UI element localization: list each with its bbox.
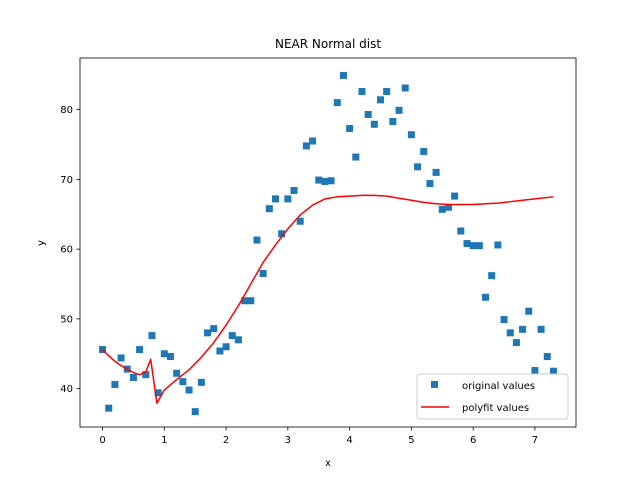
data-point-original-21 (228, 332, 236, 340)
x-tick-label-3: 3 (285, 435, 291, 446)
data-point-original-22 (234, 336, 242, 344)
data-point-original-61 (475, 242, 483, 250)
data-point-original-50 (407, 131, 415, 139)
data-point-original-59 (463, 240, 471, 248)
data-point-original-68 (519, 325, 527, 333)
data-point-original-39 (339, 71, 347, 79)
data-point-original-66 (506, 329, 514, 337)
data-point-original-2 (111, 380, 119, 388)
data-point-original-33 (302, 142, 310, 150)
data-point-original-5 (129, 373, 137, 381)
data-point-original-57 (451, 192, 459, 200)
x-tick-label-5: 5 (408, 435, 414, 446)
data-point-original-19 (216, 347, 224, 355)
data-point-original-53 (426, 180, 434, 188)
data-point-original-60 (469, 242, 477, 250)
data-point-original-67 (512, 339, 520, 347)
data-point-original-18 (210, 325, 218, 333)
data-point-original-20 (222, 343, 230, 351)
data-point-original-47 (389, 117, 397, 125)
data-point-original-9 (154, 389, 162, 397)
data-point-original-71 (537, 325, 545, 333)
data-point-original-17 (204, 329, 212, 337)
x-tick-label-0: 0 (99, 435, 105, 446)
plot-area (79, 57, 577, 428)
data-point-original-30 (284, 195, 292, 203)
data-point-original-51 (414, 163, 422, 171)
y-axis: 40 50 60 70 80 (60, 105, 80, 395)
data-point-original-1 (105, 404, 113, 412)
data-point-original-49 (401, 84, 409, 92)
data-point-original-44 (370, 120, 378, 128)
data-point-original-55 (438, 205, 446, 213)
data-point-original-32 (296, 217, 304, 225)
data-point-original-10 (160, 350, 168, 358)
data-point-original-34 (309, 137, 317, 145)
axes-frame (79, 57, 577, 428)
y-tick-label-60: 60 (60, 245, 73, 256)
data-point-original-35 (315, 176, 323, 184)
data-point-original-56 (444, 203, 452, 211)
legend: original values polyfit values (416, 373, 569, 420)
data-point-original-58 (457, 227, 465, 235)
data-point-original-26 (259, 270, 267, 278)
data-point-original-15 (191, 408, 199, 416)
x-tick-label-6: 6 (470, 435, 476, 446)
data-point-original-16 (197, 378, 205, 386)
y-tick-label-70: 70 (60, 175, 73, 186)
data-point-original-69 (525, 307, 533, 315)
data-point-original-25 (253, 236, 261, 244)
data-point-original-37 (327, 177, 335, 185)
data-point-original-23 (241, 297, 249, 305)
data-point-original-73 (549, 367, 557, 375)
x-axis: 0 1 2 3 4 5 6 7 (99, 427, 538, 446)
y-axis-label: y (36, 240, 47, 246)
x-axis-label: x (325, 458, 331, 469)
data-point-original-38 (333, 99, 341, 107)
data-point-original-27 (265, 205, 273, 213)
data-point-original-72 (543, 353, 551, 361)
data-point-original-14 (185, 386, 193, 394)
data-point-original-7 (142, 371, 150, 379)
chart-title: NEAR Normal dist (275, 37, 381, 51)
data-point-original-48 (395, 106, 403, 114)
data-point-original-24 (247, 297, 255, 305)
data-point-original-64 (494, 241, 502, 249)
data-point-original-6 (136, 346, 144, 354)
data-point-original-54 (432, 168, 440, 176)
data-point-original-28 (272, 195, 279, 203)
data-point-original-43 (364, 111, 372, 118)
legend-label-original-values: original values (462, 381, 535, 392)
data-point-original-52 (420, 147, 428, 155)
legend-label-polyfit-values: polyfit values (462, 403, 529, 414)
data-point-original-3 (117, 354, 125, 362)
data-point-original-45 (377, 96, 384, 104)
x-tick-label-7: 7 (532, 435, 538, 446)
data-point-original-63 (488, 272, 496, 280)
legend-frame (416, 373, 569, 420)
x-tick-label-2: 2 (223, 435, 229, 446)
x-tick-label-4: 4 (346, 435, 352, 446)
data-point-original-40 (346, 124, 354, 132)
data-point-original-31 (290, 187, 298, 195)
data-point-original-62 (482, 293, 490, 301)
data-point-original-42 (358, 87, 366, 95)
x-tick-label-1: 1 (161, 435, 167, 446)
data-point-original-11 (166, 353, 174, 361)
legend-marker-original-values (431, 381, 438, 388)
data-point-original-8 (148, 332, 156, 340)
data-point-original-46 (383, 87, 391, 95)
data-point-original-13 (179, 378, 187, 386)
data-point-original-12 (173, 369, 181, 377)
data-point-original-41 (352, 153, 360, 161)
data-point-original-36 (321, 177, 329, 185)
y-tick-label-50: 50 (60, 314, 73, 325)
data-point-original-29 (278, 230, 286, 238)
polyfit-line (102, 194, 554, 405)
data-point-original-65 (500, 316, 508, 324)
y-tick-label-80: 80 (60, 105, 73, 116)
data-point-original-70 (531, 367, 539, 374)
y-tick-label-40: 40 (60, 384, 73, 395)
